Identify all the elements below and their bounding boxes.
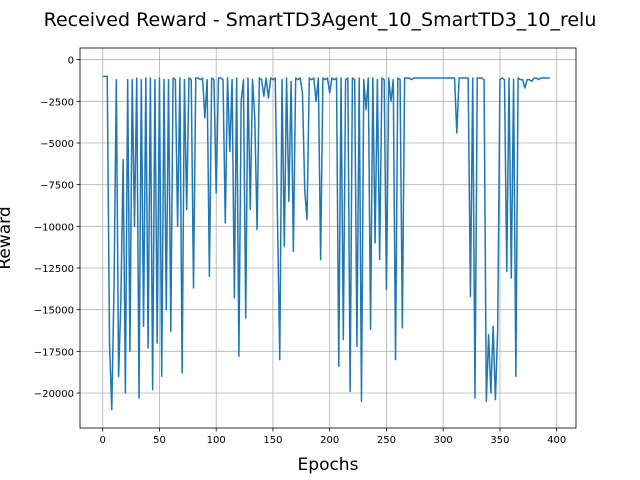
y-tick-label: −15000 bbox=[34, 306, 74, 317]
y-tick-label: −17500 bbox=[34, 347, 74, 358]
x-axis-label: Epochs bbox=[298, 455, 359, 475]
y-axis-label: Reward bbox=[0, 206, 15, 269]
x-tick-label: 150 bbox=[263, 435, 282, 446]
x-tick-label: 350 bbox=[490, 435, 509, 446]
x-tick-label: 250 bbox=[377, 435, 396, 446]
x-tick-label: 400 bbox=[547, 435, 566, 446]
y-tick-label: −12500 bbox=[34, 264, 74, 275]
x-tick-label: 200 bbox=[320, 435, 339, 446]
plot-frame bbox=[79, 47, 577, 429]
x-tick-label: 100 bbox=[207, 435, 226, 446]
x-tick-label: 0 bbox=[100, 435, 106, 446]
x-tick-label: 50 bbox=[153, 435, 166, 446]
y-tick-label: −7500 bbox=[40, 181, 74, 192]
y-tick-label: −20000 bbox=[34, 389, 74, 400]
y-tick-label: −10000 bbox=[34, 222, 74, 233]
x-tick-label: 300 bbox=[434, 435, 453, 446]
y-tick-label: −5000 bbox=[40, 139, 74, 150]
y-tick-label: 0 bbox=[68, 56, 74, 67]
data-line bbox=[102, 75, 550, 411]
y-tick-label: −2500 bbox=[40, 97, 74, 108]
chart-title: Received Reward - SmartTD3Agent_10_Smart… bbox=[44, 9, 597, 31]
